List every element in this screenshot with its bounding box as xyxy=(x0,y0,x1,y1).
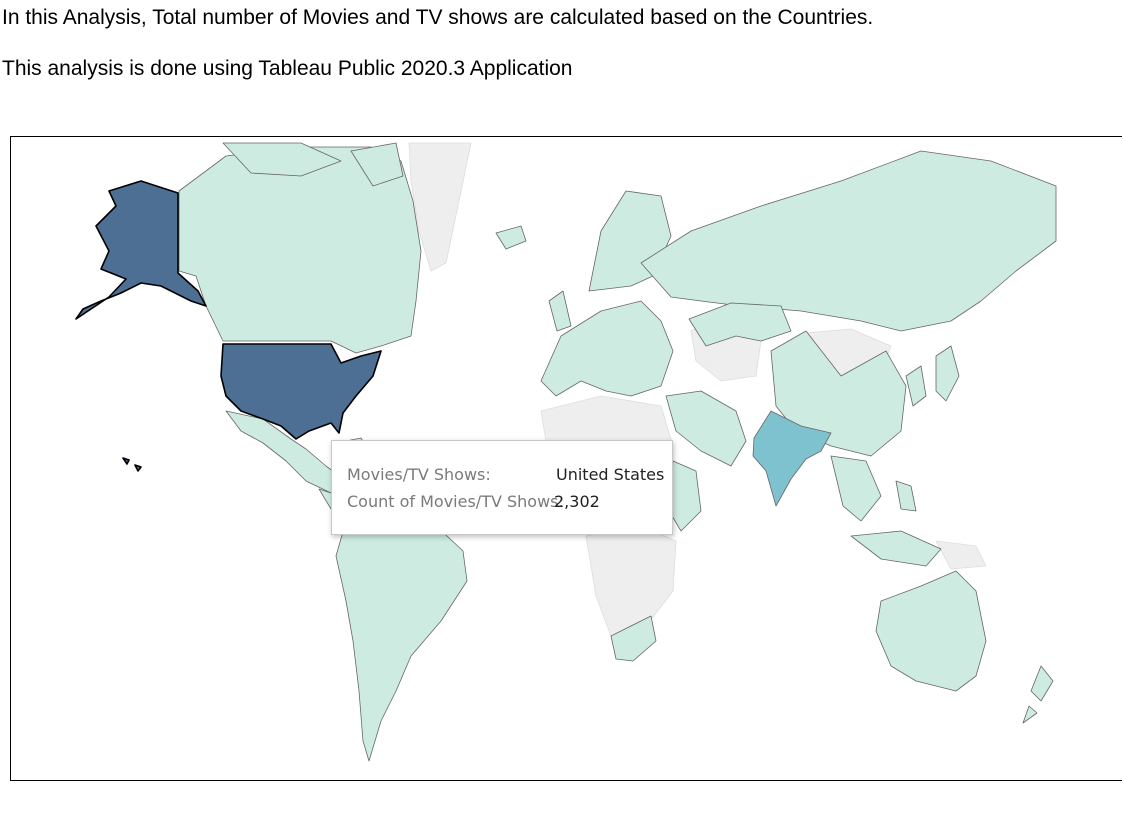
indonesia[interactable] xyxy=(850,530,942,567)
russia[interactable] xyxy=(640,150,1057,332)
medium-count-countries xyxy=(752,410,832,507)
philippines[interactable] xyxy=(895,480,917,512)
world-map-svg xyxy=(75,142,1057,762)
korea-japan[interactable] xyxy=(905,345,960,407)
low-count-countries xyxy=(178,142,1057,762)
tooltip-country-value: United States xyxy=(556,465,665,484)
australia[interactable] xyxy=(875,570,987,692)
greenland[interactable] xyxy=(408,142,472,272)
tooltip-country-label: Movies/TV Shows: xyxy=(347,465,491,484)
intro-line-1: In this Analysis, Total number of Movies… xyxy=(2,6,874,29)
papua-nodata[interactable] xyxy=(935,540,987,570)
world-map[interactable] xyxy=(10,136,1122,781)
hawaii[interactable] xyxy=(122,457,142,472)
tooltip-count-value: 2,302 xyxy=(554,492,600,511)
map-tooltip: Movies/TV Shows: United States Count of … xyxy=(331,440,673,535)
alaska[interactable] xyxy=(75,180,207,320)
south-america[interactable] xyxy=(335,505,468,762)
united-states[interactable] xyxy=(220,343,382,440)
europe[interactable] xyxy=(540,300,674,397)
tooltip-count-label: Count of Movies/TV Shows: xyxy=(347,492,564,511)
southeast-asia[interactable] xyxy=(830,455,882,522)
kazakhstan[interactable] xyxy=(688,302,792,347)
canada-arctic-islands[interactable] xyxy=(222,142,404,187)
central-africa-nodata[interactable] xyxy=(585,525,677,637)
high-count-countries xyxy=(75,180,382,472)
canada[interactable] xyxy=(178,146,422,354)
intro-line-2: This analysis is done using Tableau Publ… xyxy=(2,57,573,80)
southern-africa[interactable] xyxy=(610,615,657,662)
india[interactable] xyxy=(752,410,832,507)
iceland[interactable] xyxy=(495,225,527,250)
uk[interactable] xyxy=(548,290,572,332)
middle-east[interactable] xyxy=(665,390,747,467)
new-zealand[interactable] xyxy=(1022,665,1054,724)
